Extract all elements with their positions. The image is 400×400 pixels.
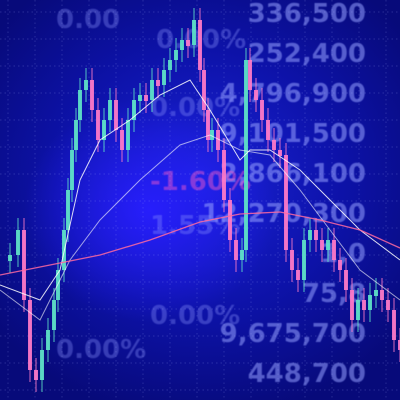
candle-body [362, 300, 366, 310]
ticker-percent: 0.00% [150, 93, 241, 123]
candle-body [344, 270, 348, 290]
candle-body [186, 40, 190, 46]
ticker-value: 9,675,700 [219, 319, 366, 349]
ticker-percent-column-left: 0.00 0.00% [56, 0, 146, 370]
candle-body [96, 110, 100, 140]
candle-body [216, 130, 220, 150]
candle-body [34, 370, 38, 380]
candle-body [28, 300, 32, 370]
candle-body [16, 230, 20, 255]
ma-line-mid [0, 134, 400, 321]
candle-body [254, 90, 258, 100]
candles [8, 8, 400, 392]
candle-body [284, 155, 288, 250]
ticker-percent: 1.55% [150, 211, 241, 241]
candle-body [380, 290, 384, 300]
ticker-value: 75,8 [301, 279, 366, 309]
candle-body [386, 300, 390, 310]
ticker-percent-column: 0.00% 0.00% -1.60% 1.55% 0.00% [150, 20, 251, 336]
candle-body [168, 60, 172, 70]
candle-body [198, 20, 202, 70]
candle-body [398, 340, 400, 350]
candle-body [248, 60, 252, 90]
candle-body [52, 300, 56, 330]
candle-body [296, 270, 300, 280]
candle-body [174, 50, 178, 60]
candle-body [314, 230, 318, 240]
candle-body [266, 120, 270, 140]
candle-body [350, 290, 354, 320]
candle-body [368, 295, 372, 310]
moving-average-lines [0, 79, 400, 321]
candle-body [356, 300, 360, 320]
candle-body [144, 95, 148, 101]
candle-body [192, 20, 196, 45]
candle-body [210, 130, 214, 140]
ticker-percent: 0.00% [56, 335, 147, 365]
candle-body [260, 100, 264, 120]
candle-body [240, 250, 244, 260]
ticker-value: 252,400 [247, 39, 366, 69]
ticker-percent: 0.00 [56, 5, 121, 35]
candle-body [206, 110, 210, 140]
candle-body [120, 130, 124, 150]
candle-body [272, 140, 276, 150]
candle-body [150, 80, 154, 100]
candle-body [66, 190, 70, 230]
candle-body [78, 90, 82, 120]
candle-body [308, 230, 312, 240]
candle-body [102, 120, 106, 140]
candle-body [40, 350, 44, 380]
candle-body [302, 240, 306, 280]
candle-body [108, 100, 112, 120]
candle-body [46, 330, 50, 350]
ticker-value: 336,500 [247, 0, 366, 29]
ticker-percent: -1.60% [150, 167, 251, 197]
candle-body [84, 80, 88, 90]
ma-line-short [0, 79, 400, 301]
candle-body [90, 80, 94, 110]
candle-body [320, 240, 324, 250]
candle-body [290, 250, 294, 270]
candle-body [126, 120, 130, 150]
candle-body [338, 260, 342, 270]
candle-body [114, 100, 118, 130]
candle-body [74, 120, 78, 150]
candle-body [374, 290, 378, 296]
candle-body [244, 60, 248, 250]
candle-body [228, 200, 232, 240]
candle-body [392, 310, 396, 340]
candle-body [156, 80, 160, 86]
candle-body [180, 40, 184, 50]
candle-body [132, 100, 136, 120]
candle-body [202, 70, 206, 110]
ticker-value: 448,700 [247, 359, 366, 389]
candle-body [332, 240, 336, 260]
ticker-percent: 0.00% [150, 301, 241, 331]
candle-body [326, 240, 330, 250]
candle-body [234, 240, 238, 260]
candle-body [138, 95, 142, 101]
ma-line-long [0, 211, 400, 276]
candle-body [278, 150, 282, 156]
candle-body [222, 150, 226, 200]
candle-body [8, 255, 12, 261]
candle-body [22, 230, 26, 300]
candle-body [162, 70, 166, 85]
candle-body [70, 150, 74, 190]
